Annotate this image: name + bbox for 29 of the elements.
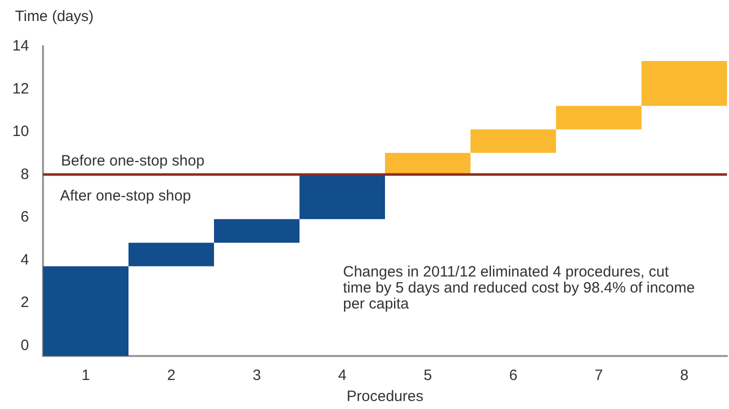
- x-axis-title: Procedures: [346, 388, 424, 405]
- bar: [470, 129, 556, 153]
- x-tick-label: 8: [680, 367, 688, 384]
- bar: [128, 242, 214, 266]
- x-tick-label: 7: [594, 367, 603, 384]
- annotation: Changes in 2011/12 eliminated 4 procedures, cut time by 5 days and reduced cost by 98.4% of income per capita: [343, 264, 695, 312]
- bar: [385, 152, 470, 174]
- x-tick-label: 5: [424, 367, 432, 384]
- ref-line-label: Before one-stop shop: [61, 152, 204, 170]
- bar: [214, 219, 300, 243]
- y-tick-label: 10: [12, 123, 29, 140]
- x-tick-label: 1: [82, 367, 90, 384]
- y-tick-label: 6: [20, 208, 29, 226]
- bar: [300, 174, 385, 220]
- bar: [556, 106, 642, 130]
- y-tick-label: 2: [20, 294, 29, 312]
- y-tick-label: 12: [12, 80, 29, 98]
- x-tick-label: 4: [338, 367, 346, 384]
- x-tick-label: 3: [252, 367, 261, 384]
- x-tick-label: 2: [167, 367, 176, 384]
- bar: [642, 60, 727, 106]
- y-tick-label: 8: [20, 166, 29, 183]
- y-tick-label: 4: [20, 251, 29, 268]
- annotation: After one-stop shop: [60, 188, 191, 204]
- y-axis-title: Time (days): [15, 8, 94, 25]
- y-tick-label: 14: [12, 38, 29, 54]
- x-tick-label: 6: [509, 367, 518, 384]
- bar: [43, 266, 128, 356]
- y-tick-label: 0: [20, 336, 29, 354]
